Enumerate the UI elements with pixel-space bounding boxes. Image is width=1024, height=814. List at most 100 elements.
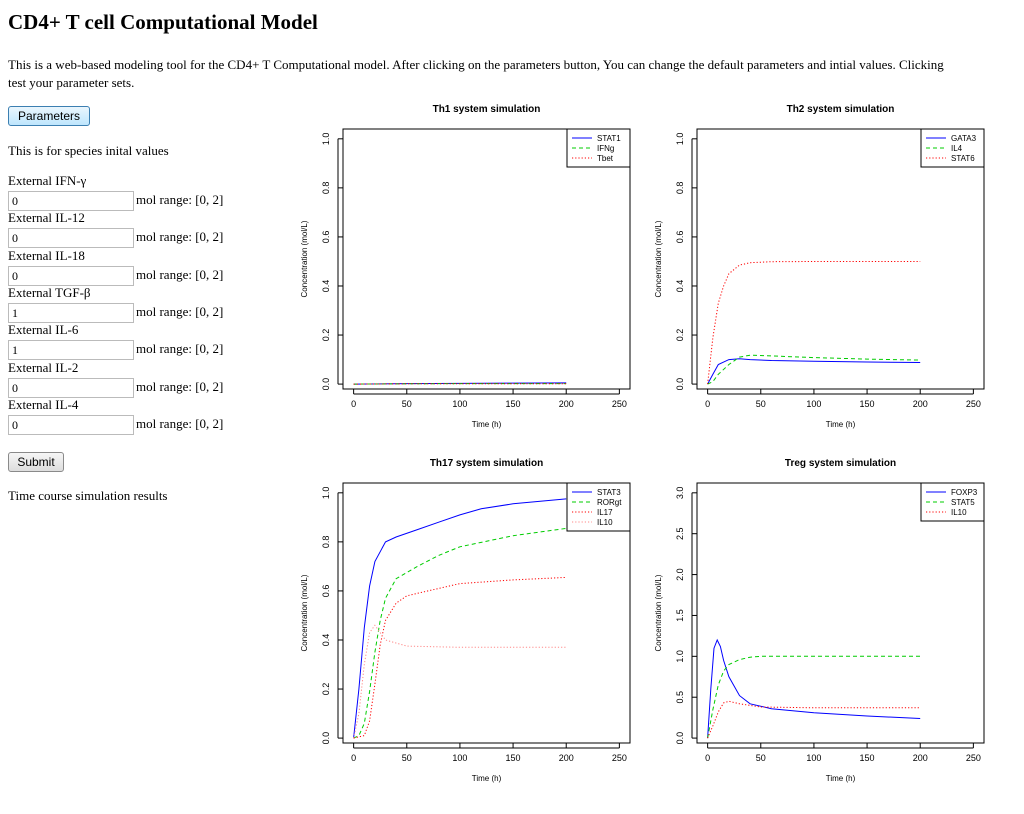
x-tick-label: 100 [806, 753, 821, 763]
x-tick-label: 0 [705, 753, 710, 763]
x-tick-label: 50 [402, 399, 412, 409]
species-value-input[interactable] [8, 340, 134, 360]
y-tick-label: 0.6 [675, 231, 685, 244]
y-tick-label: 0.5 [675, 691, 685, 704]
species-value-input[interactable] [8, 378, 134, 398]
field-label: External IFN-γ [8, 173, 87, 188]
y-tick-label: 0.4 [321, 280, 331, 293]
y-tick-label: 2.5 [675, 527, 685, 540]
x-tick-label: 200 [559, 399, 574, 409]
x-tick-label: 150 [860, 753, 875, 763]
legend-label: STAT5 [951, 498, 975, 507]
series-line-stat5 [707, 655, 921, 739]
series-line-stat3 [353, 498, 567, 739]
results-heading: Time course simulation results [8, 488, 168, 503]
legend-label: IL10 [951, 508, 967, 517]
series-line-foxp3 [707, 638, 921, 739]
legend-label: STAT3 [597, 488, 621, 497]
legend-label: Tbet [597, 154, 614, 163]
intro-text: This is a web-based modeling tool for th… [8, 56, 1024, 92]
field-range: mol range: [0, 2] [136, 192, 224, 207]
field-label: External IL-4 [8, 397, 79, 412]
species-value-input[interactable] [8, 303, 134, 323]
species-value-input[interactable] [8, 266, 134, 286]
y-tick-label: 0.0 [675, 378, 685, 391]
chart-panel: Th1 system simulation 0 50 100 150 200 250 0.0 0… [300, 104, 631, 429]
series-line-il10 [353, 624, 567, 739]
series-line-rorgt [353, 527, 567, 739]
page-title: CD4+ T cell Computational Model [8, 10, 318, 34]
y-tick-label: 0.0 [675, 732, 685, 745]
chart-title: Treg system simulation [785, 458, 896, 469]
y-tick-label: 1.0 [321, 487, 331, 500]
chart-title: Th2 system simulation [787, 104, 895, 115]
x-tick-label: 50 [756, 399, 766, 409]
x-axis-label: Time (h) [472, 420, 502, 429]
legend-label: IL10 [597, 518, 613, 527]
chart-title: Th1 system simulation [433, 104, 541, 115]
plot-frame [696, 128, 985, 390]
field-label: External TGF-β [8, 285, 91, 300]
y-tick-label: 1.0 [675, 650, 685, 663]
plot-frame [342, 482, 631, 744]
y-tick-label: 0.2 [321, 683, 331, 696]
y-tick-label: 0.2 [321, 329, 331, 342]
y-tick-label: 0.6 [321, 585, 331, 598]
legend-label: IFNg [597, 144, 614, 153]
submit-button[interactable]: Submit [8, 452, 64, 472]
y-tick-label: 0.8 [321, 182, 331, 195]
chart-panel: Treg system simulation 0 50 100 150 200 250 0.0… [654, 458, 985, 783]
y-tick-label: 1.5 [675, 609, 685, 622]
y-tick-label: 0.4 [321, 634, 331, 647]
x-tick-label: 250 [612, 399, 627, 409]
legend-box [920, 482, 985, 522]
y-tick-label: 0.0 [321, 378, 331, 391]
chart-title: Th17 system simulation [430, 458, 543, 469]
parameters-button[interactable]: Parameters [8, 106, 90, 126]
x-axis-label: Time (h) [826, 774, 856, 783]
x-tick-label: 250 [612, 753, 627, 763]
species-value-input[interactable] [8, 228, 134, 248]
x-tick-label: 100 [452, 753, 467, 763]
x-axis-label: Time (h) [826, 420, 856, 429]
field-range: mol range: [0, 2] [136, 267, 224, 282]
x-tick-label: 100 [806, 399, 821, 409]
y-axis-label: Concentration (mol/L) [654, 574, 663, 651]
plot-frame [342, 128, 631, 390]
legend-label: IL17 [597, 508, 613, 517]
field-label: External IL-6 [8, 322, 79, 337]
y-axis-label: Concentration (mol/L) [300, 220, 309, 297]
field-range: mol range: [0, 2] [136, 379, 224, 394]
x-tick-label: 200 [913, 753, 928, 763]
x-tick-label: 250 [966, 753, 981, 763]
field-range: mol range: [0, 2] [136, 304, 224, 319]
y-tick-label: 0.8 [675, 182, 685, 195]
y-tick-label: 0.0 [321, 732, 331, 745]
y-axis-label: Concentration (mol/L) [300, 574, 309, 651]
y-tick-label: 0.2 [675, 329, 685, 342]
y-tick-label: 1.0 [675, 133, 685, 146]
legend-label: IL4 [951, 144, 963, 153]
intro-line-1: This is a web-based modeling tool for th… [8, 57, 944, 72]
y-tick-label: 0.4 [675, 280, 685, 293]
y-tick-label: 1.0 [321, 133, 331, 146]
field-label: External IL-12 [8, 210, 85, 225]
x-tick-label: 200 [559, 753, 574, 763]
species-value-input[interactable] [8, 191, 134, 211]
y-axis-label: Concentration (mol/L) [654, 220, 663, 297]
legend-label: GATA3 [951, 134, 977, 143]
species-value-input[interactable] [8, 415, 134, 435]
species-heading: This is for species inital values [8, 143, 169, 158]
legend-box [920, 128, 985, 168]
x-tick-label: 0 [705, 399, 710, 409]
legend-box [566, 482, 631, 532]
x-tick-label: 150 [506, 399, 521, 409]
x-tick-label: 250 [966, 399, 981, 409]
series-line-il4 [707, 354, 921, 385]
series-line-stat6 [707, 261, 921, 385]
x-tick-label: 0 [351, 399, 356, 409]
legend-label: FOXP3 [951, 488, 978, 497]
intro-line-2: test your parameter sets. [8, 75, 135, 90]
chart-panel: Th17 system simulation 0 50 100 150 200 250 0.0… [300, 458, 631, 783]
